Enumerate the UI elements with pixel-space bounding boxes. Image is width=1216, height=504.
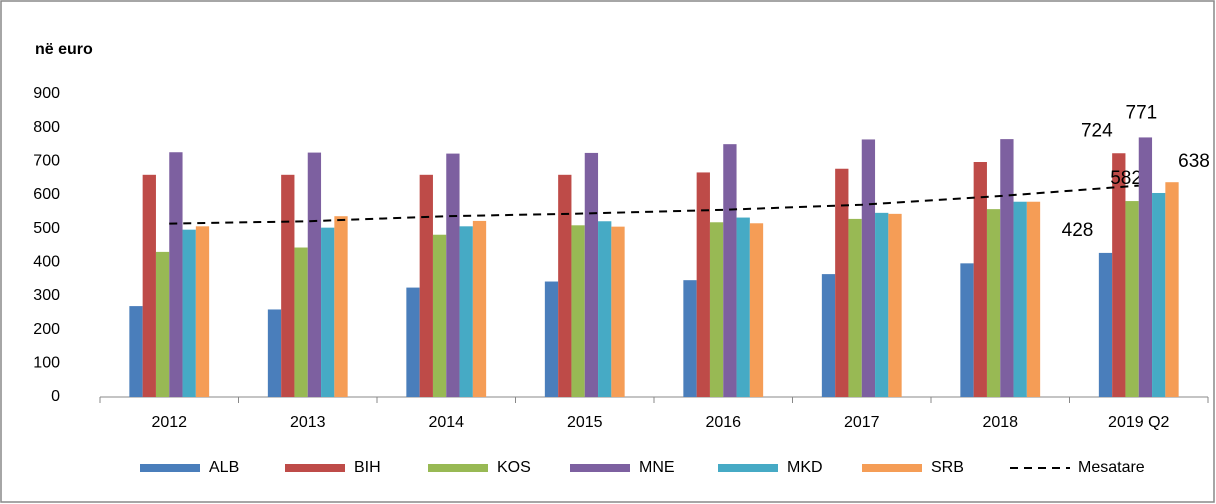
bar xyxy=(1098,252,1113,397)
bar xyxy=(709,222,724,397)
y-tick-label: 700 xyxy=(33,153,60,170)
data-label: 638 xyxy=(1178,151,1210,172)
bar xyxy=(1152,192,1166,397)
bar xyxy=(1125,201,1139,397)
bar xyxy=(1000,139,1014,397)
x-tick-label: 2015 xyxy=(567,414,603,431)
bar xyxy=(611,226,625,397)
bar xyxy=(142,174,156,397)
bar xyxy=(848,218,862,397)
bar xyxy=(696,172,710,397)
x-tick-label: 2013 xyxy=(290,414,326,431)
y-tick-label: 500 xyxy=(33,220,60,237)
bar xyxy=(986,209,1001,397)
bar xyxy=(129,306,143,397)
bar xyxy=(294,247,308,397)
bar xyxy=(1026,201,1041,397)
x-tick-label: 2014 xyxy=(428,414,464,431)
y-tick-label: 100 xyxy=(33,355,60,372)
trend-line xyxy=(169,184,1139,225)
legend-swatch xyxy=(140,464,200,472)
x-tick-label: 2019 Q2 xyxy=(1108,414,1169,431)
legend-swatch xyxy=(428,464,488,472)
bar xyxy=(598,221,612,397)
data-label: 428 xyxy=(1062,220,1094,241)
bar xyxy=(281,174,295,397)
bar xyxy=(584,152,599,397)
bar xyxy=(169,152,183,397)
legend-label: MNE xyxy=(639,459,675,476)
bar xyxy=(1112,153,1126,397)
bar xyxy=(459,226,473,397)
y-tick-label: 900 xyxy=(33,85,60,102)
bar xyxy=(861,139,876,397)
bar xyxy=(835,168,849,397)
legend-swatch xyxy=(570,464,630,472)
legend-swatch xyxy=(285,464,345,472)
data-label: 724 xyxy=(1081,120,1113,141)
bar xyxy=(723,144,737,397)
bar xyxy=(736,217,750,397)
legend-label: BIH xyxy=(354,459,381,476)
bar xyxy=(1138,137,1153,397)
legend-swatch xyxy=(862,464,922,472)
legend-swatch xyxy=(718,464,778,472)
x-tick-label: 2012 xyxy=(151,414,187,431)
bar xyxy=(888,213,902,397)
bar xyxy=(419,174,433,397)
bar xyxy=(307,152,322,397)
bar xyxy=(683,280,697,397)
bar xyxy=(406,287,420,397)
x-tick-label: 2017 xyxy=(844,414,880,431)
bar xyxy=(571,225,585,397)
bar xyxy=(182,229,196,397)
bar xyxy=(432,234,447,397)
legend-label: Mesatare xyxy=(1078,459,1145,476)
bar xyxy=(446,153,460,397)
bar xyxy=(1165,182,1179,397)
bar xyxy=(195,226,210,397)
bar xyxy=(821,274,836,397)
bar xyxy=(875,212,889,397)
bar xyxy=(321,227,335,397)
bar xyxy=(749,223,764,397)
bar xyxy=(334,216,348,397)
y-tick-label: 600 xyxy=(33,186,60,203)
legend-label: MKD xyxy=(787,459,823,476)
legend-label: KOS xyxy=(497,459,531,476)
bar xyxy=(558,174,572,397)
bar xyxy=(267,309,282,397)
y-tick-label: 200 xyxy=(33,321,60,338)
bar xyxy=(1013,201,1027,397)
legend-label: SRB xyxy=(931,459,964,476)
bar xyxy=(544,281,559,397)
y-axis-label: në euro xyxy=(35,41,93,58)
bar xyxy=(472,220,487,397)
bar xyxy=(960,263,974,397)
x-tick-label: 2016 xyxy=(705,414,741,431)
data-label: 582 xyxy=(1110,168,1142,189)
legend-label: ALB xyxy=(209,459,239,476)
bar xyxy=(973,162,987,397)
y-tick-label: 400 xyxy=(33,254,60,271)
y-tick-label: 0 xyxy=(51,388,60,405)
data-label: 771 xyxy=(1126,102,1158,123)
bar xyxy=(155,251,170,397)
y-tick-label: 800 xyxy=(33,119,60,136)
x-tick-label: 2018 xyxy=(982,414,1018,431)
y-tick-label: 300 xyxy=(33,287,60,304)
